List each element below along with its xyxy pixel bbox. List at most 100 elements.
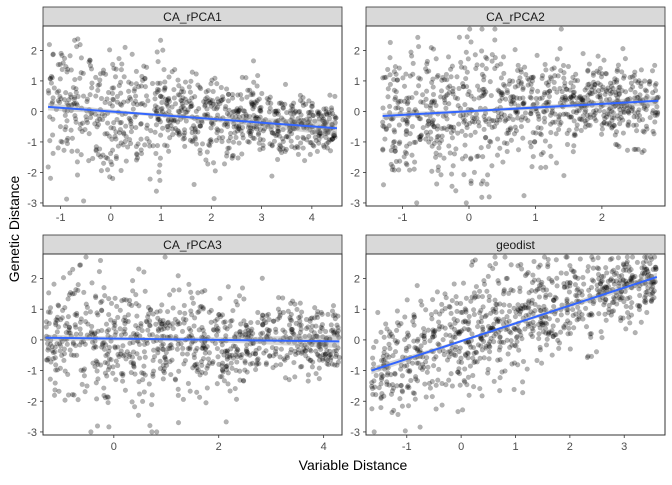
data-point xyxy=(323,109,329,115)
data-point xyxy=(550,297,557,303)
data-point xyxy=(216,135,222,141)
data-point xyxy=(305,378,311,384)
data-point xyxy=(49,132,56,138)
data-point xyxy=(308,357,314,363)
data-point xyxy=(509,361,515,367)
data-point xyxy=(323,328,329,335)
data-point xyxy=(322,120,328,126)
data-point xyxy=(306,119,312,125)
data-point xyxy=(301,118,307,124)
data-point xyxy=(77,262,83,268)
data-point xyxy=(54,89,60,96)
data-point xyxy=(641,298,648,305)
data-point xyxy=(235,92,241,98)
data-point xyxy=(520,86,526,93)
data-point xyxy=(421,333,427,340)
data-point xyxy=(224,356,230,362)
data-point xyxy=(100,160,107,166)
data-point xyxy=(387,329,393,335)
data-point xyxy=(318,309,324,316)
data-point xyxy=(83,254,89,260)
data-point xyxy=(569,99,575,105)
data-point xyxy=(300,102,307,109)
data-point xyxy=(650,266,656,273)
data-point xyxy=(613,141,619,148)
data-point xyxy=(546,93,553,100)
data-point xyxy=(132,371,138,377)
x-tick-label: 1 xyxy=(512,441,518,453)
data-point xyxy=(571,143,577,149)
data-point xyxy=(493,261,499,267)
data-point xyxy=(428,102,434,109)
data-point xyxy=(636,78,642,84)
data-point xyxy=(162,354,168,360)
data-point xyxy=(471,295,478,301)
data-point xyxy=(443,382,449,388)
data-point xyxy=(629,74,636,80)
data-point xyxy=(310,359,316,365)
data-point xyxy=(275,111,282,117)
data-point xyxy=(521,101,527,107)
data-point xyxy=(185,380,192,387)
data-point xyxy=(299,342,305,348)
data-point xyxy=(66,292,73,298)
data-point xyxy=(616,104,622,110)
data-point xyxy=(592,82,598,88)
data-point xyxy=(288,300,294,307)
data-point xyxy=(402,428,408,434)
data-point xyxy=(189,95,195,101)
data-point xyxy=(236,114,243,120)
data-point xyxy=(477,310,483,316)
data-point xyxy=(601,57,607,63)
data-point xyxy=(110,97,117,103)
data-point xyxy=(290,126,296,132)
data-point xyxy=(324,145,331,151)
data-point xyxy=(194,345,200,352)
data-point xyxy=(297,318,303,324)
data-point xyxy=(205,111,211,118)
data-point xyxy=(648,281,654,287)
data-point xyxy=(489,163,495,169)
data-point xyxy=(63,90,69,96)
data-point xyxy=(424,58,431,65)
data-point xyxy=(404,95,410,101)
data-point xyxy=(54,341,60,347)
data-point xyxy=(46,290,52,296)
data-point xyxy=(421,326,427,332)
data-point xyxy=(517,311,523,317)
data-point xyxy=(569,95,575,101)
data-point xyxy=(48,73,55,80)
data-point xyxy=(490,118,497,124)
data-point xyxy=(486,116,492,122)
data-point xyxy=(297,92,304,99)
data-point xyxy=(72,312,78,318)
data-point xyxy=(83,113,89,120)
data-point xyxy=(138,321,144,327)
data-point xyxy=(609,124,616,130)
data-point xyxy=(242,331,248,338)
data-point xyxy=(235,126,242,132)
data-point xyxy=(433,56,439,62)
data-point xyxy=(427,385,434,391)
data-point xyxy=(323,343,329,350)
data-point xyxy=(233,367,239,374)
data-point xyxy=(106,133,112,139)
data-point xyxy=(373,392,379,398)
data-point xyxy=(487,263,493,269)
data-point xyxy=(508,98,514,104)
data-point xyxy=(93,380,99,386)
data-point xyxy=(107,174,113,180)
data-point xyxy=(118,167,124,174)
data-point xyxy=(147,323,153,329)
data-point xyxy=(265,100,271,106)
data-point xyxy=(187,89,194,95)
data-point xyxy=(443,332,449,338)
data-point xyxy=(494,302,500,308)
data-point xyxy=(469,294,475,300)
data-point xyxy=(110,85,117,91)
data-point xyxy=(243,346,250,352)
data-point xyxy=(311,330,317,336)
data-point xyxy=(533,108,540,114)
data-point xyxy=(528,95,534,101)
data-point xyxy=(635,109,641,116)
